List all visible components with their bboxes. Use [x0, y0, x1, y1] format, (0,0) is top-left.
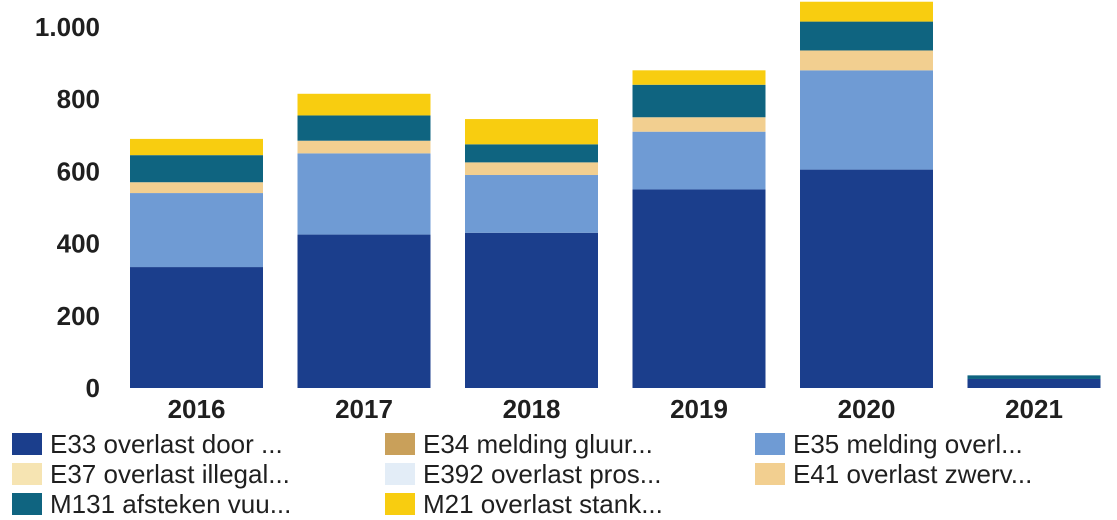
bar-segment-2017-series-7	[297, 93, 431, 116]
legend-label: E33 overlast door ...	[50, 428, 283, 459]
legend-item: E35 melding overl...	[755, 428, 1023, 459]
bar-segment-2016-series-5	[130, 182, 263, 194]
legend-swatch	[385, 493, 415, 515]
bar-segment-2016-series-7	[130, 138, 263, 156]
x-axis: 2016 2017 2018 2019 2020 2021	[168, 394, 1063, 424]
x-tick-label: 2016	[168, 394, 226, 424]
bar-segment-2019-series-0	[632, 189, 766, 388]
legend-swatch	[12, 463, 42, 485]
bar-area	[130, 1, 1101, 388]
bar-segment-2016-series-2	[130, 193, 263, 268]
bar-segment-2018-series-0	[465, 232, 598, 388]
y-tick-label: 1.000	[35, 12, 100, 42]
legend-label: M131 afsteken vuu...	[50, 488, 292, 519]
bar-segment-2020-series-2	[800, 70, 933, 170]
legend-label: M21 overlast stank...	[423, 488, 663, 519]
x-tick-label: 2019	[670, 394, 728, 424]
y-tick-label: 0	[86, 373, 100, 403]
bar-segment-2021-series-0	[967, 378, 1101, 388]
legend-item: M21 overlast stank...	[385, 488, 663, 519]
bar-segment-2016-series-0	[130, 267, 263, 388]
bar-segment-2017-series-0	[297, 234, 431, 388]
legend-label: E35 melding overl...	[793, 428, 1023, 459]
bar-segment-2020-series-5	[800, 50, 933, 71]
legend-item: E34 melding gluur...	[385, 428, 653, 459]
bar-segment-2019-series-7	[632, 70, 766, 85]
x-tick-label: 2017	[335, 394, 393, 424]
y-axis: 0 200 400 600 800 1.000	[35, 12, 100, 403]
y-tick-label: 400	[57, 229, 100, 259]
bar-segment-2018-series-6	[465, 144, 598, 163]
legend-item: E41 overlast zwerv...	[755, 458, 1033, 489]
y-tick-label: 600	[57, 156, 100, 186]
legend-item: M131 afsteken vuu...	[12, 488, 292, 519]
bar-segment-2018-series-2	[465, 175, 598, 233]
bar-segment-2019-series-2	[632, 131, 766, 190]
y-tick-label: 200	[57, 301, 100, 331]
legend-label: E41 overlast zwerv...	[793, 458, 1033, 489]
bar-segment-2018-series-7	[465, 119, 598, 145]
bar-segment-2019-series-6	[632, 84, 766, 118]
legend-item: E33 overlast door ...	[12, 428, 283, 459]
x-tick-label: 2018	[503, 394, 561, 424]
legend-swatch	[385, 463, 415, 485]
legend-swatch	[12, 493, 42, 515]
bar-segment-2020-series-7	[800, 1, 933, 22]
bar-segment-2018-series-5	[465, 162, 598, 176]
bar-segment-2017-series-6	[297, 115, 431, 141]
legend-item: E392 overlast pros...	[385, 458, 662, 489]
legend-swatch	[12, 433, 42, 455]
legend-label: E392 overlast pros...	[423, 458, 662, 489]
legend-item: E37 overlast illegal...	[12, 458, 290, 489]
bar-segment-2020-series-6	[800, 21, 933, 51]
legend-swatch	[385, 433, 415, 455]
x-tick-label: 2020	[838, 394, 896, 424]
legend: E33 overlast door ... E34 melding gluur..…	[0, 428, 1117, 519]
bar-segment-2017-series-5	[297, 140, 431, 154]
legend-swatch	[755, 463, 785, 485]
legend-label: E34 melding gluur...	[423, 428, 653, 459]
bar-segment-2021-series-6	[967, 375, 1101, 379]
legend-label: E37 overlast illegal...	[50, 458, 290, 489]
bar-segment-2020-series-0	[800, 169, 933, 388]
legend-swatch	[755, 433, 785, 455]
bar-segment-2019-series-5	[632, 117, 766, 132]
y-tick-label: 800	[57, 84, 100, 114]
x-tick-label: 2021	[1005, 394, 1063, 424]
bar-segment-2017-series-2	[297, 153, 431, 235]
bar-segment-2016-series-6	[130, 155, 263, 183]
